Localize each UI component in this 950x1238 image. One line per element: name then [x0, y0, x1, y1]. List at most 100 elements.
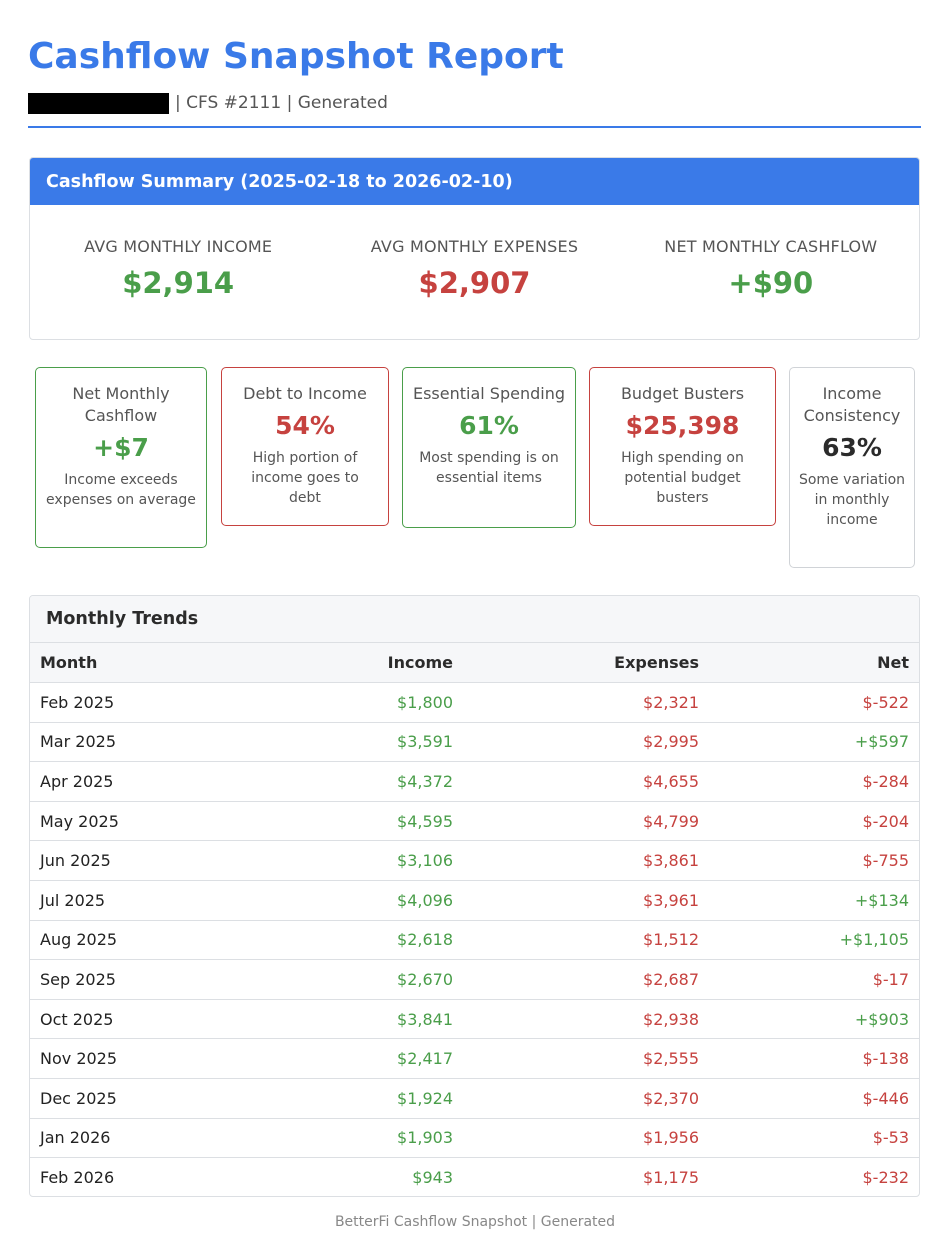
cell-expenses: $2,687: [463, 959, 709, 1000]
cell-net: +$134: [709, 880, 919, 921]
cell-expenses: $2,370: [463, 1078, 709, 1119]
cell-expenses: $1,956: [463, 1118, 709, 1159]
summary-metric-label: AVG MONTHLY INCOME: [84, 237, 273, 256]
card-value: 63%: [822, 433, 882, 462]
table-row: Apr 2025 $4,372 $4,655 $-284: [30, 761, 919, 802]
cell-income: $3,591: [225, 722, 463, 763]
cell-net: $-284: [709, 761, 919, 802]
cell-income: $1,800: [225, 682, 463, 723]
cell-month: Nov 2025: [30, 1038, 225, 1080]
summary-metric-value: +$90: [728, 266, 814, 300]
cell-month: Mar 2025: [30, 722, 225, 763]
cell-expenses: $1,512: [463, 920, 709, 961]
cell-month: Jan 2026: [30, 1118, 225, 1159]
table-row: Jun 2025 $3,106 $3,861 $-755: [30, 840, 919, 882]
cell-month: Aug 2025: [30, 920, 225, 961]
cell-income: $4,595: [225, 801, 463, 842]
card-title: Essential Spending: [412, 384, 565, 403]
card-title: Budget Busters: [620, 384, 745, 403]
cell-income: $2,670: [225, 959, 463, 1000]
cell-month: Feb 2025: [30, 682, 225, 723]
card-budget-busters: Budget Busters $25,398 High spending on …: [589, 367, 776, 526]
cell-expenses: $3,961: [463, 880, 709, 921]
cell-expenses: $4,799: [463, 801, 709, 842]
table-row: Feb 2026 $943 $1,175 $-232: [30, 1157, 919, 1196]
column-header-month: Month: [30, 643, 225, 684]
insight-cards: Net Monthly Cashflow +$7 Income exceeds …: [35, 367, 915, 569]
table-row: Aug 2025 $2,618 $1,512 +$1,105: [30, 920, 919, 961]
summary-metric-net: NET MONTHLY CASHFLOW +$90: [623, 237, 919, 300]
card-net-monthly-cashflow: Net Monthly Cashflow +$7 Income exceeds …: [35, 367, 207, 548]
cell-income: $2,417: [225, 1038, 463, 1080]
cell-net: $-232: [709, 1157, 919, 1196]
card-value: +$7: [93, 433, 149, 462]
cell-net: $-17: [709, 959, 919, 1000]
table-row: Nov 2025 $2,417 $2,555 $-138: [30, 1038, 919, 1080]
cell-income: $4,096: [225, 880, 463, 921]
card-title: Net Monthly Cashflow: [72, 384, 170, 425]
table-row: Jan 2026 $1,903 $1,956 $-53: [30, 1118, 919, 1159]
summary-metrics: AVG MONTHLY INCOME $2,914 AVG MONTHLY EX…: [30, 205, 919, 300]
cell-income: $3,106: [225, 840, 463, 882]
cell-month: Sep 2025: [30, 959, 225, 1000]
cell-expenses: $2,938: [463, 999, 709, 1040]
cell-income: $1,924: [225, 1078, 463, 1119]
cell-income: $4,372: [225, 761, 463, 802]
page-footer: BetterFi Cashflow Snapshot | Generated: [334, 1214, 616, 1230]
summary-metric-label: AVG MONTHLY EXPENSES: [370, 237, 579, 256]
card-description: Most spending is on essential items: [419, 450, 559, 486]
monthly-trends-panel: Monthly Trends Month Income Expenses Net…: [29, 595, 920, 1197]
cell-income: $1,903: [225, 1118, 463, 1159]
cell-expenses: $2,555: [463, 1038, 709, 1080]
table-row: Oct 2025 $3,841 $2,938 +$903: [30, 999, 919, 1040]
report-subtitle: | CFS #2111 | Generated: [28, 92, 388, 114]
card-income-consistency: Income Consistency 63% Some variation in…: [789, 367, 915, 568]
card-value: $25,398: [625, 411, 740, 440]
monthly-trends-heading: Monthly Trends: [30, 596, 919, 643]
cashflow-summary-panel: Cashflow Summary (2025-02-18 to 2026-02-…: [29, 157, 920, 340]
table-row: Mar 2025 $3,591 $2,995 +$597: [30, 722, 919, 763]
column-header-expenses: Expenses: [463, 643, 709, 684]
card-essential-spending: Essential Spending 61% Most spending is …: [402, 367, 576, 528]
cell-income: $2,618: [225, 920, 463, 961]
cell-income: $3,841: [225, 999, 463, 1040]
redacted-name-block: [28, 92, 169, 114]
summary-metric-income: AVG MONTHLY INCOME $2,914: [30, 237, 326, 300]
cell-net: $-755: [709, 840, 919, 882]
table-row: Feb 2025 $1,800 $2,321 $-522: [30, 682, 919, 723]
table-header-row: Month Income Expenses Net: [30, 643, 919, 684]
summary-metric-label: NET MONTHLY CASHFLOW: [664, 237, 878, 256]
card-debt-to-income: Debt to Income 54% High portion of incom…: [221, 367, 389, 526]
cell-month: Feb 2026: [30, 1157, 225, 1196]
table-row: Dec 2025 $1,924 $2,370 $-446: [30, 1078, 919, 1119]
cell-net: +$1,105: [709, 920, 919, 961]
card-title: Income Consistency: [803, 384, 901, 425]
cell-net: +$903: [709, 999, 919, 1040]
cell-expenses: $3,861: [463, 840, 709, 882]
monthly-trends-table: Month Income Expenses Net Feb 2025 $1,800…: [30, 643, 919, 1196]
column-header-income: Income: [225, 643, 463, 684]
card-description: Income exceeds expenses on average: [46, 472, 196, 508]
card-value: 54%: [275, 411, 335, 440]
table-row: Jul 2025 $4,096 $3,961 +$134: [30, 880, 919, 921]
cell-month: Jul 2025: [30, 880, 225, 921]
cell-month: Dec 2025: [30, 1078, 225, 1119]
cell-expenses: $2,995: [463, 722, 709, 763]
summary-metric-value: $2,907: [418, 266, 531, 300]
cell-net: $-53: [709, 1118, 919, 1159]
summary-metric-expenses: AVG MONTHLY EXPENSES $2,907: [326, 237, 622, 300]
cell-month: Oct 2025: [30, 999, 225, 1040]
cell-expenses: $2,321: [463, 682, 709, 723]
cell-month: Jun 2025: [30, 840, 225, 882]
monthly-trends-rows: Feb 2025 $1,800 $2,321 $-522 Mar 2025 $3,591 $…: [30, 682, 919, 1196]
cell-income: $943: [225, 1157, 463, 1196]
card-description: High spending on potential budget buster…: [621, 450, 744, 506]
header-divider: [28, 126, 921, 128]
report-meta: | CFS #2111 | Generated: [175, 93, 388, 113]
page-title: Cashflow Snapshot Report: [28, 36, 564, 77]
column-header-net: Net: [709, 643, 919, 684]
cell-net: +$597: [709, 722, 919, 763]
cell-expenses: $4,655: [463, 761, 709, 802]
cell-expenses: $1,175: [463, 1157, 709, 1196]
card-description: Some variation in monthly income: [798, 472, 906, 528]
